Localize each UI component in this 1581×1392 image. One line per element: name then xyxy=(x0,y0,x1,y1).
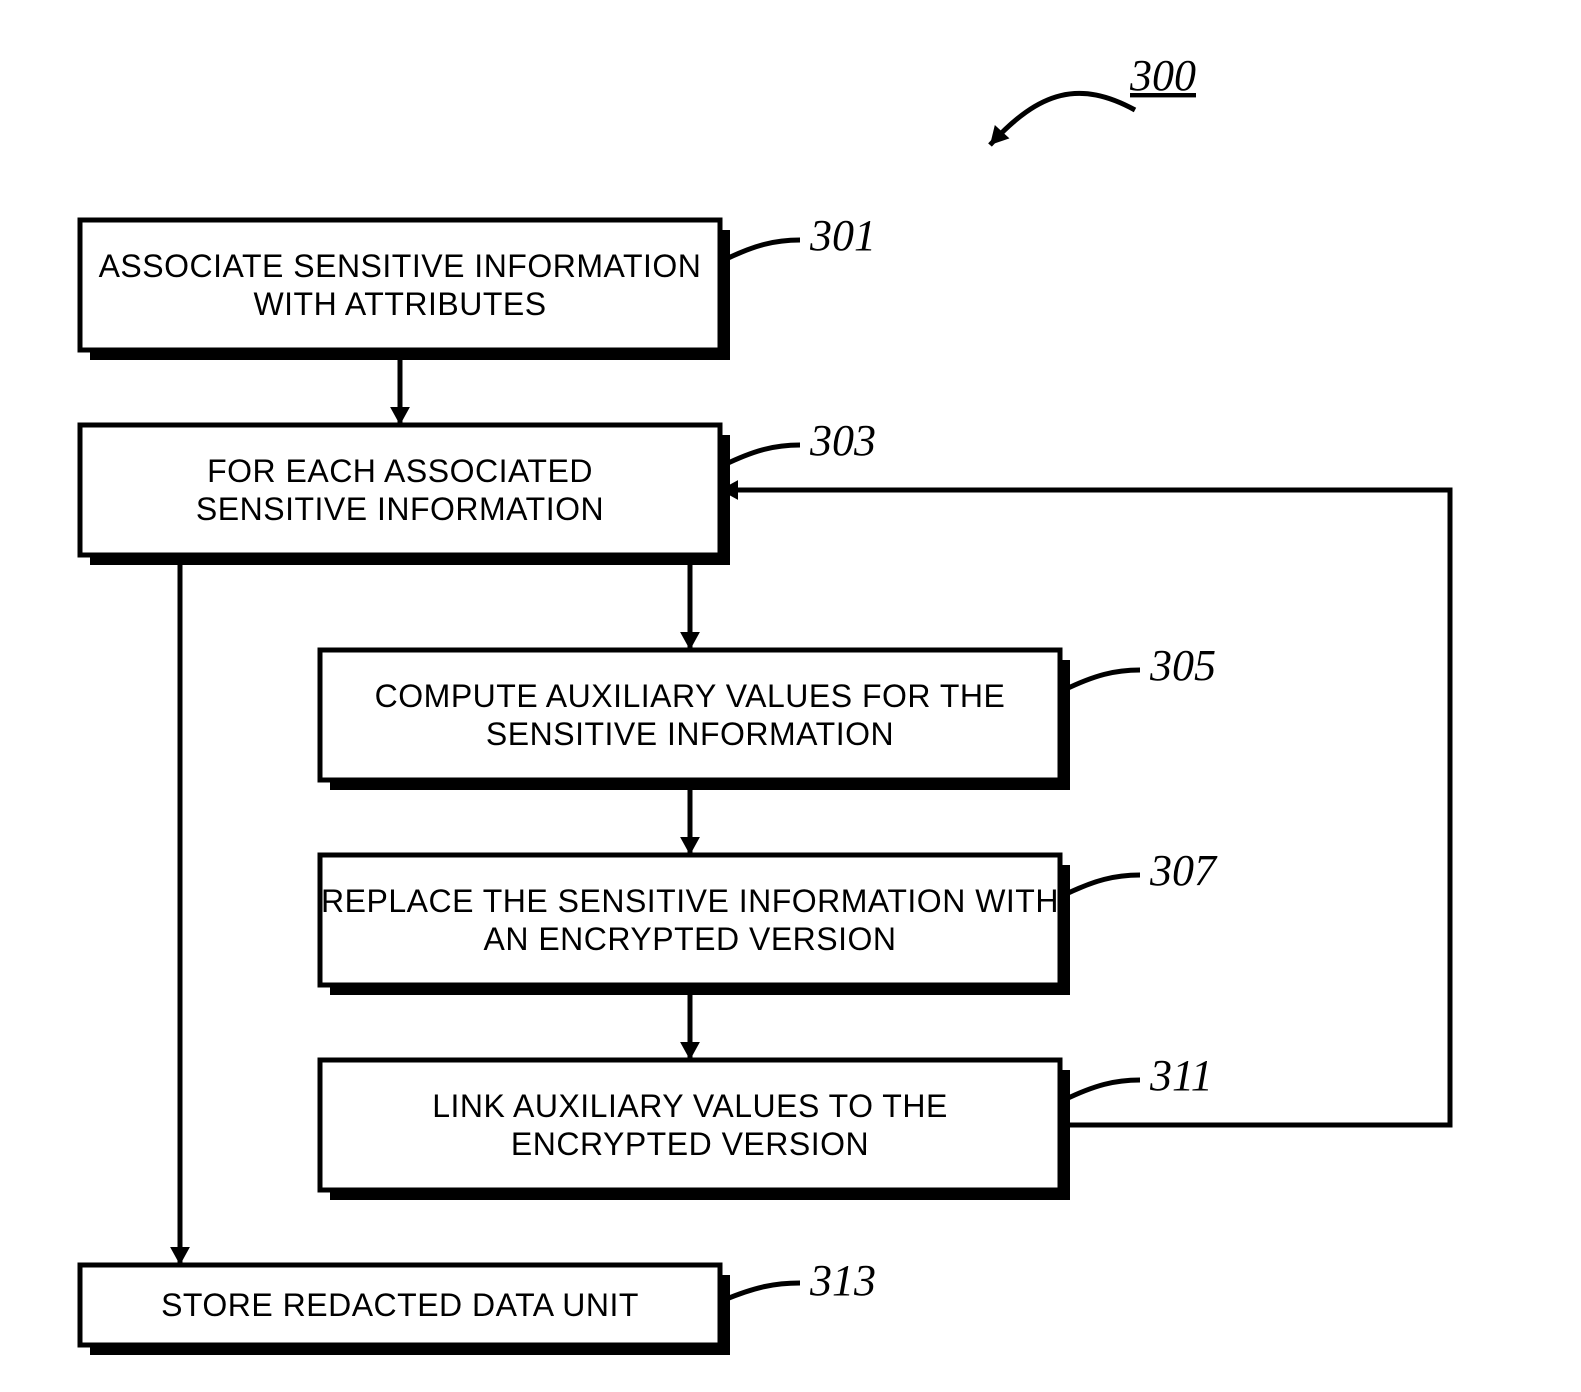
label-connector xyxy=(724,445,800,465)
label-connector xyxy=(1064,1080,1140,1100)
node-label: 307 xyxy=(1149,846,1218,895)
flowchart-node-n307: REPLACE THE SENSITIVE INFORMATION WITHAN… xyxy=(320,846,1218,995)
node-label: 311 xyxy=(1149,1051,1213,1100)
node-label: 305 xyxy=(1149,641,1216,690)
flowchart-node-n305: COMPUTE AUXILIARY VALUES FOR THESENSITIV… xyxy=(320,641,1216,790)
node-text: AN ENCRYPTED VERSION xyxy=(483,921,896,957)
figure-reference-label: 300 xyxy=(1129,51,1196,100)
label-connector xyxy=(1064,875,1140,895)
node-text: ENCRYPTED VERSION xyxy=(511,1126,869,1162)
node-text: SENSITIVE INFORMATION xyxy=(196,491,604,527)
label-connector xyxy=(724,240,800,260)
node-text: COMPUTE AUXILIARY VALUES FOR THE xyxy=(375,678,1006,714)
node-text: WITH ATTRIBUTES xyxy=(253,286,546,322)
figure-reference-arrow xyxy=(990,93,1135,145)
flowchart-node-n301: ASSOCIATE SENSITIVE INFORMATIONWITH ATTR… xyxy=(80,211,876,360)
node-text: SENSITIVE INFORMATION xyxy=(486,716,894,752)
node-label: 301 xyxy=(809,211,876,260)
node-text: LINK AUXILIARY VALUES TO THE xyxy=(432,1088,948,1124)
flowchart-node-n313: STORE REDACTED DATA UNIT 313 xyxy=(80,1256,876,1355)
node-text: REPLACE THE SENSITIVE INFORMATION WITH xyxy=(321,883,1059,919)
node-label: 303 xyxy=(809,416,876,465)
node-text: ASSOCIATE SENSITIVE INFORMATION xyxy=(99,248,702,284)
node-text: FOR EACH ASSOCIATED xyxy=(207,453,593,489)
node-label: 313 xyxy=(809,1256,876,1305)
node-text: STORE REDACTED DATA UNIT xyxy=(161,1287,639,1323)
label-connector xyxy=(724,1283,800,1300)
edge-n311-n303 xyxy=(720,490,1450,1125)
label-connector xyxy=(1064,670,1140,690)
